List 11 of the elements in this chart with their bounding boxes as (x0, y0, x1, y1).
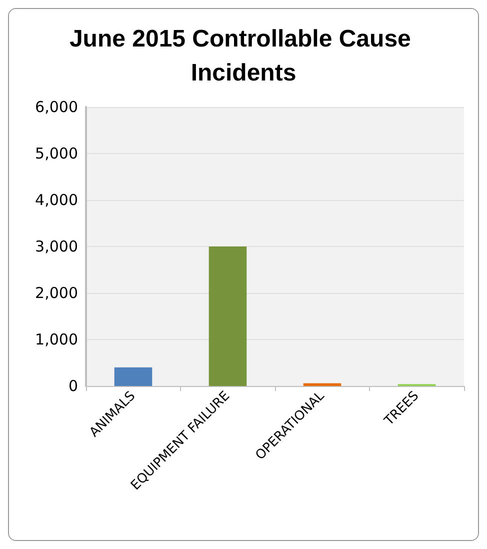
y-tick-label: 5,000 (35, 144, 78, 162)
y-tick-label: 6,000 (35, 98, 78, 116)
y-tick-label: 2,000 (35, 284, 78, 302)
bar (114, 367, 152, 386)
y-tick-label: 0 (68, 377, 78, 395)
y-tick-label: 3,000 (35, 238, 78, 256)
y-tick-label: 4,000 (35, 191, 78, 209)
y-tick-label: 1,000 (35, 330, 78, 348)
chart-title: June 2015 Controllable Cause Incidents (69, 26, 418, 86)
bar (208, 246, 247, 386)
bar (303, 383, 342, 386)
